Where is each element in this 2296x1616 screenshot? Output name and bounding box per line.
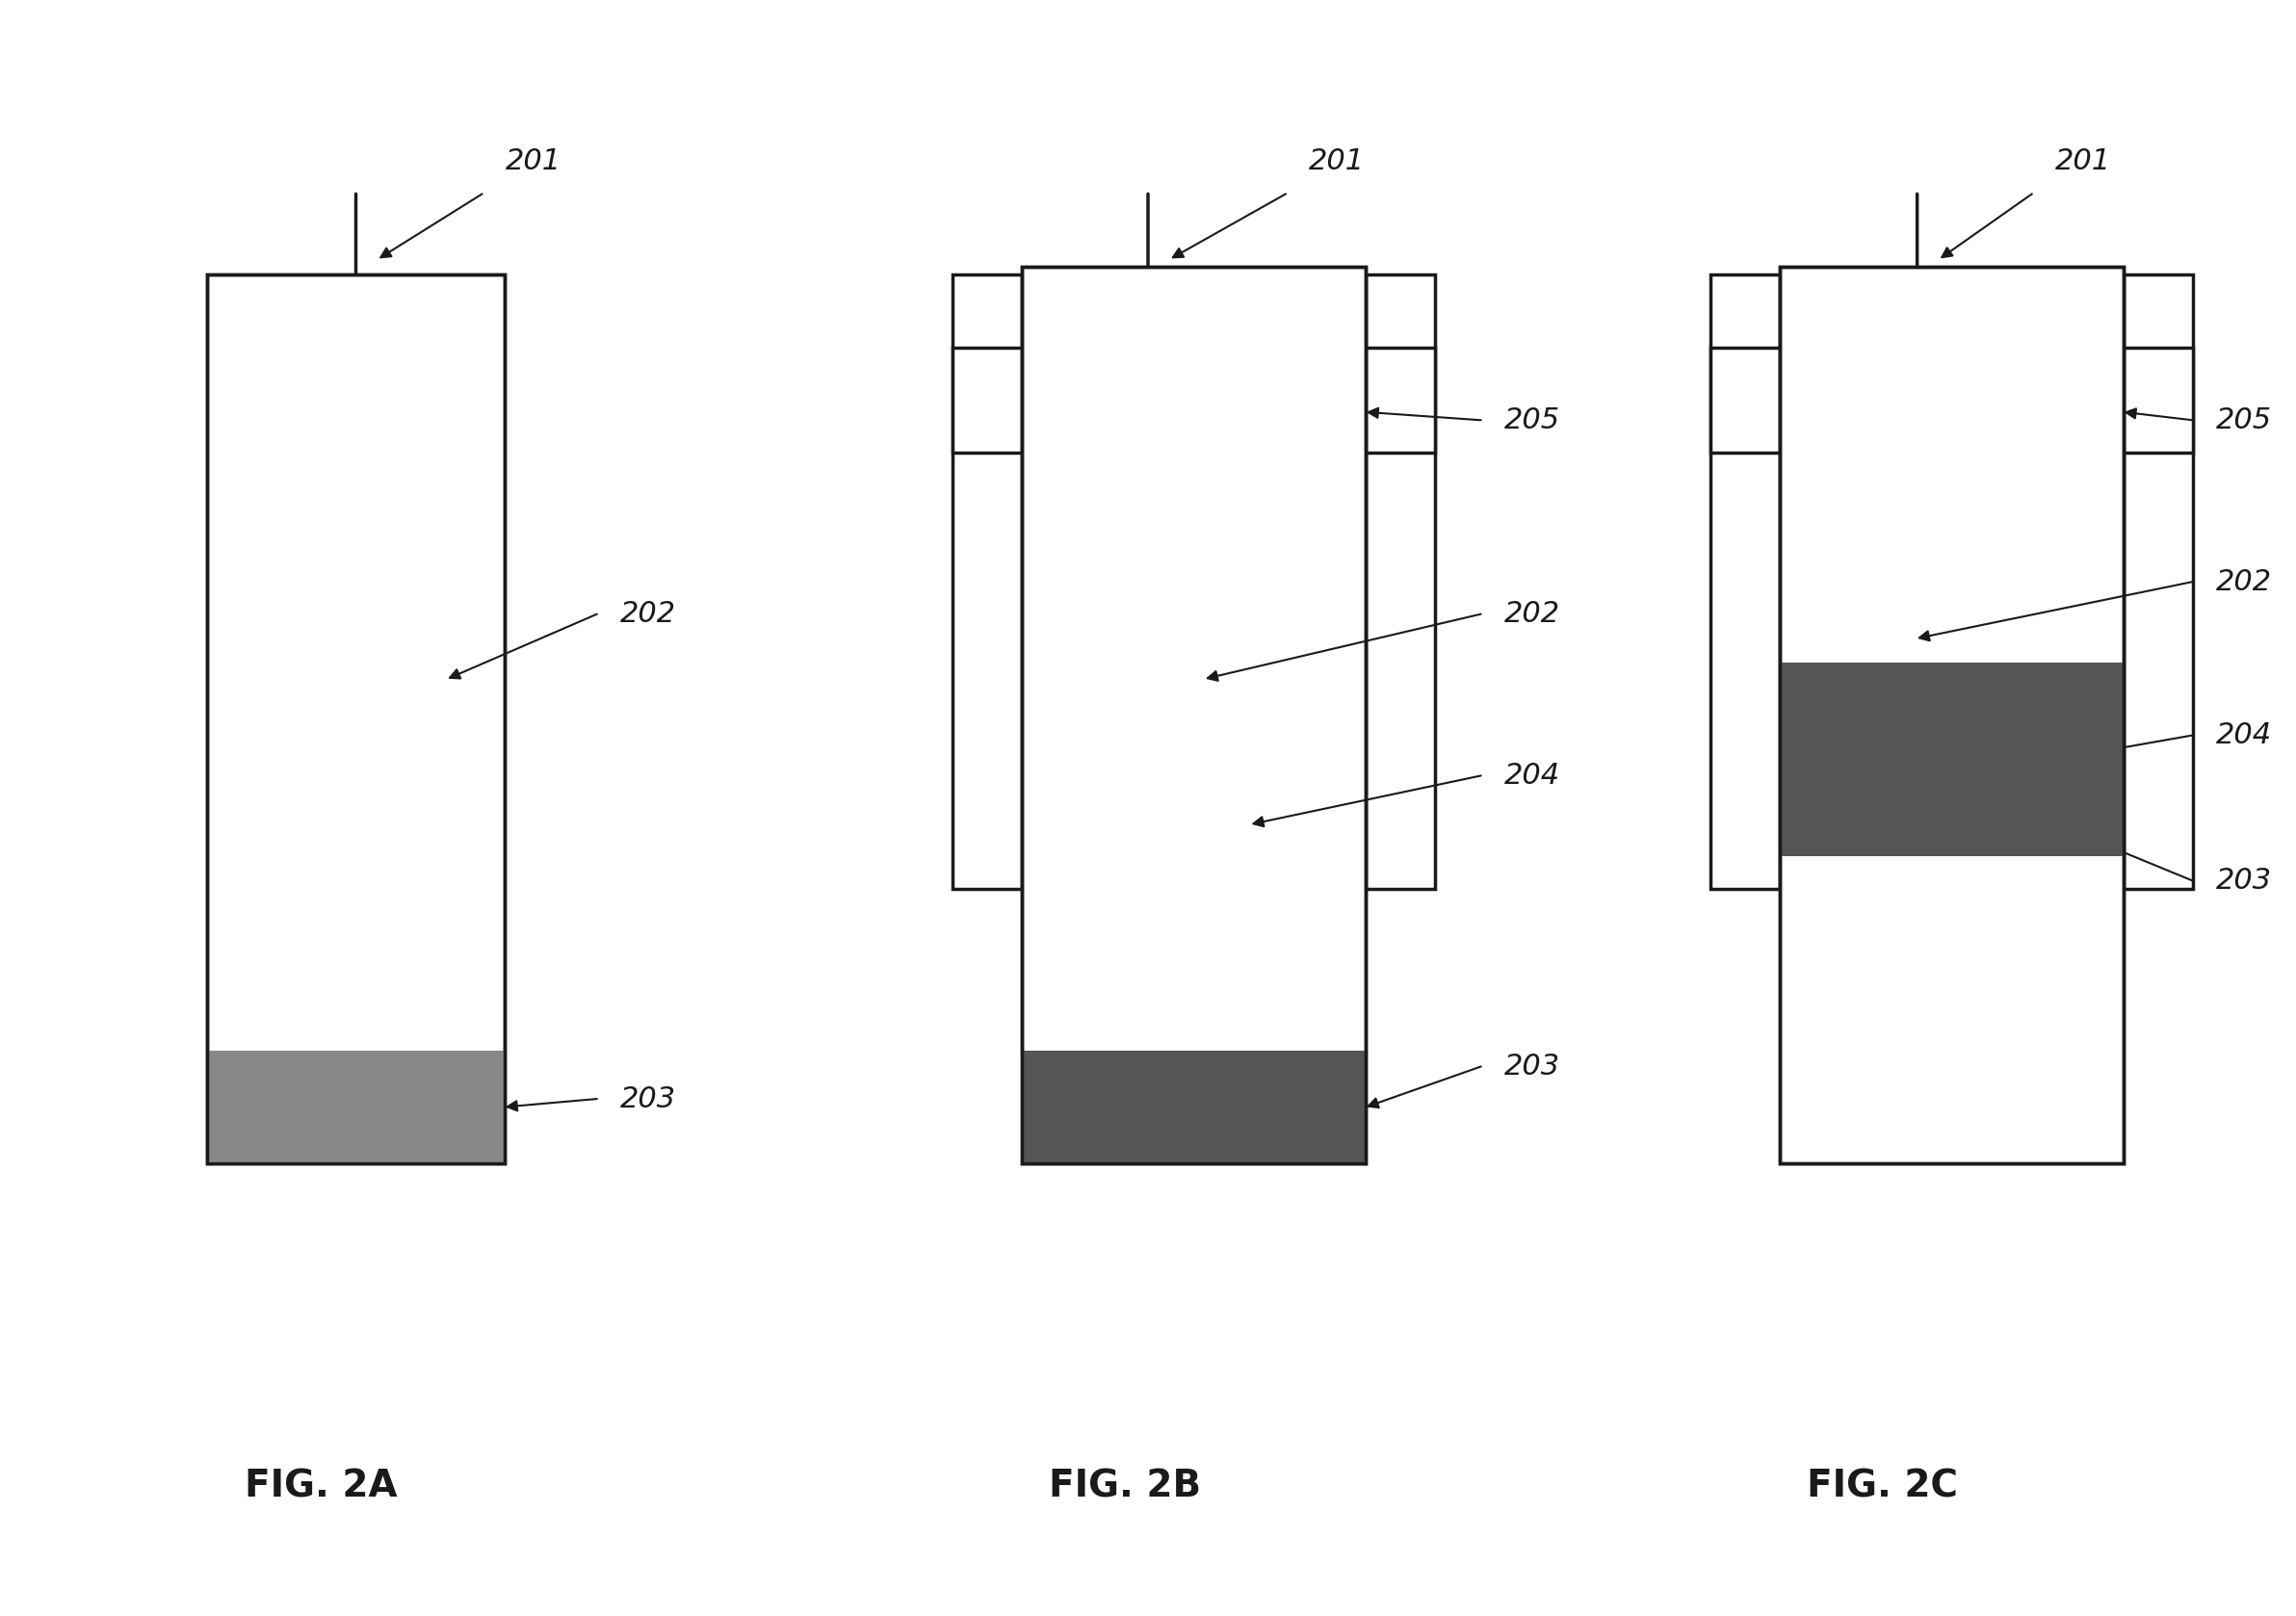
Bar [1022, 1050, 1366, 1164]
Text: 203: 203 [2216, 866, 2271, 895]
Text: 205: 205 [2216, 406, 2271, 435]
Bar [1711, 347, 1779, 452]
Bar [1779, 663, 2124, 856]
Text: FIG. 2C: FIG. 2C [1807, 1469, 1958, 1504]
Bar [2124, 347, 2193, 452]
Text: 202: 202 [2216, 567, 2271, 596]
Bar [1711, 275, 1779, 889]
Bar [1366, 347, 1435, 452]
Text: 201: 201 [505, 147, 560, 176]
Bar [1779, 267, 2124, 1164]
Text: 202: 202 [1504, 600, 1559, 629]
Text: FIG. 2B: FIG. 2B [1049, 1469, 1201, 1504]
Bar [1022, 267, 1366, 1164]
Text: 204: 204 [2216, 721, 2271, 750]
Text: FIG. 2A: FIG. 2A [246, 1469, 397, 1504]
Bar [1022, 267, 1366, 1164]
Text: 201: 201 [1309, 147, 1364, 176]
Bar [207, 275, 505, 1164]
Text: 203: 203 [1504, 1052, 1559, 1081]
Bar [953, 347, 1022, 452]
Bar [207, 1050, 505, 1164]
Text: 203: 203 [620, 1084, 675, 1113]
Bar [2124, 275, 2193, 889]
Text: 202: 202 [620, 600, 675, 629]
Bar [1779, 267, 2124, 1164]
Bar [207, 275, 505, 1164]
Bar [953, 275, 1022, 889]
Bar [1366, 275, 1435, 889]
Text: 205: 205 [1504, 406, 1559, 435]
Text: 201: 201 [2055, 147, 2110, 176]
Text: 204: 204 [1504, 761, 1559, 790]
